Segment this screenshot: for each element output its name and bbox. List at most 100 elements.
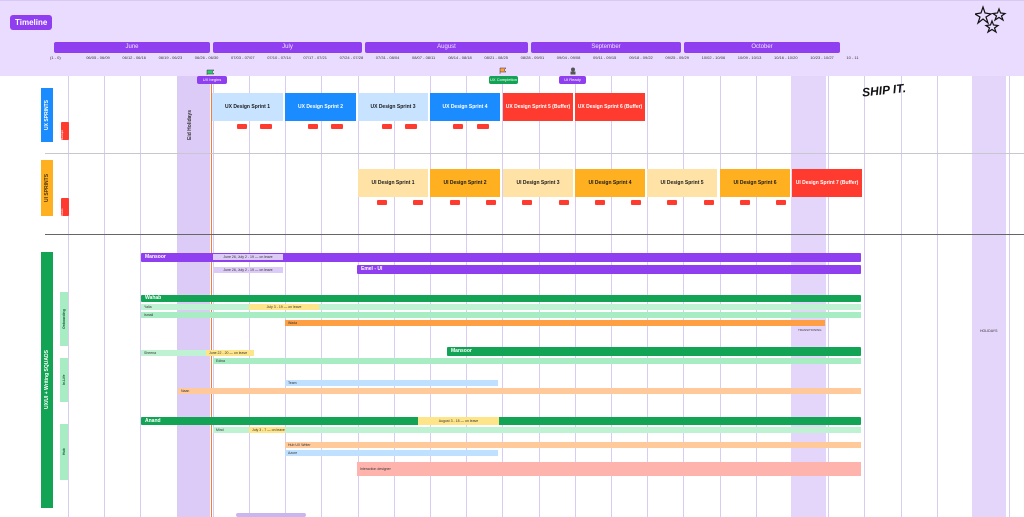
ui-task-tag: [704, 200, 714, 205]
in-life-bar-4[interactable]: Naan: [178, 388, 861, 394]
gridline: [1009, 76, 1011, 517]
flag-icon: [206, 69, 215, 75]
week-label: 09/11 - 09/15: [593, 55, 617, 60]
flag-icon: [499, 67, 507, 74]
milestone-ux-completion[interactable]: UX Completion: [489, 76, 518, 84]
week-label: 08/14 - 08/18: [448, 55, 472, 60]
gridline: [104, 76, 106, 517]
ui-sprint-7[interactable]: UI Design Sprint 7 (Buffer): [792, 169, 862, 197]
week-label: 10/09 - 10/13: [737, 55, 762, 60]
hub-bar-3[interactable]: Azure: [285, 450, 498, 456]
ui-task-tag: [450, 200, 460, 205]
leave-bar: July 3 - 19 — on leave: [249, 304, 319, 310]
ui-task-tag: [559, 200, 569, 205]
ui-task-tag: [522, 200, 532, 205]
ui-sprint-4[interactable]: UI Design Sprint 4: [575, 169, 645, 197]
leave-bar: June 26, July 2 - 19 — on leave: [213, 267, 283, 273]
squad-onboarding-label: Onboarding: [60, 292, 68, 346]
ux-sprint-6[interactable]: UX Design Sprint 6 (Buffer): [575, 93, 645, 121]
week-label: 06/05 - 06/09: [86, 55, 110, 60]
week-label: 09/25 - 09/29: [665, 55, 689, 60]
hub-bar-4[interactable]: Interaction designer: [357, 462, 861, 476]
milestone-ui-ready[interactable]: UI Ready: [559, 76, 586, 84]
onboarding-bar-2[interactable]: Ismail: [141, 312, 861, 318]
week-label: 08/21 - 08/25: [484, 55, 508, 60]
ux-task-tag: [405, 124, 417, 129]
ui-assets-tab: Assets: [61, 198, 69, 216]
week-label: 09/04 - 09/08: [556, 55, 581, 60]
leave-bar: June 26, July 2 - 19 — on leave: [213, 254, 283, 260]
ux-task-tag: [382, 124, 392, 129]
person-icon: [570, 67, 576, 75]
squad-hub-label: Hub: [60, 424, 68, 480]
week-label: 10/16 - 10/20: [774, 55, 798, 60]
person-bar-emel[interactable]: Emel - UI: [357, 265, 861, 274]
ui-task-tag: [740, 200, 750, 205]
week-label: 10/23 - 10/27: [810, 55, 834, 60]
leave-bar: June 22 - 20 — on leave: [206, 350, 254, 356]
ui-task-tag: [776, 200, 786, 205]
gridline: [900, 76, 902, 517]
ux-sprint-4[interactable]: UX Design Sprint 4: [430, 93, 500, 121]
ui-task-tag: [413, 200, 423, 205]
hub-bar-1[interactable]: Mind: [213, 427, 861, 433]
week-label: 07/10 - 07/14: [267, 55, 291, 60]
week-label: 06/12 - 06/16: [122, 55, 146, 60]
gridline: [68, 76, 69, 517]
ui-sprint-3[interactable]: UI Design Sprint 3: [503, 169, 573, 197]
person-bar-anand[interactable]: Anand: [141, 417, 861, 425]
holidays-column: [972, 76, 1006, 517]
leave-bar: August 3 - 18 — on leave: [418, 417, 499, 425]
ui-sprint-5[interactable]: UI Design Sprint 5: [647, 169, 717, 197]
onboarding-bar-1[interactable]: Yalia: [141, 304, 861, 310]
person-bar-mansoor-2[interactable]: Mansoor: [447, 347, 861, 356]
week-label: 06/19 - 06/23: [158, 55, 183, 60]
month-june: June: [54, 42, 210, 53]
week-label: 09/18 - 09/22: [629, 55, 653, 60]
ux-task-tag: [237, 124, 247, 129]
ux-task-tag: [308, 124, 318, 129]
ux-task-tag: [477, 124, 489, 129]
week-label: 07/17 - 07/21: [303, 55, 327, 60]
hub-bar-2[interactable]: Hub UX Writer: [285, 442, 861, 448]
page-title[interactable]: Timeline: [10, 15, 53, 30]
week-label: 10/02 - 10/06: [701, 55, 726, 60]
in-life-bar-3[interactable]: Team: [285, 380, 498, 386]
week-label: 07/24 - 07/28: [339, 55, 364, 60]
ui-sprint-6[interactable]: UI Design Sprint 6: [720, 169, 790, 197]
week-label: 10 - 11: [846, 55, 859, 60]
milestone-ux-begins[interactable]: UX begins: [197, 76, 227, 84]
ux-sprint-5[interactable]: UX Design Sprint 5 (Buffer): [503, 93, 573, 121]
person-bar-wahab[interactable]: Wahab: [141, 295, 861, 302]
ui-sprints-label: UI SPRINTS: [41, 160, 53, 216]
ui-task-tag: [667, 200, 677, 205]
section-divider: [45, 153, 1024, 154]
ux-task-tag: [453, 124, 463, 129]
ui-sprint-2[interactable]: UI Design Sprint 2: [430, 169, 500, 197]
in-life-bar-1[interactable]: Sheena: [141, 350, 213, 356]
week-label: (1 - 0): [50, 55, 61, 60]
ux-sprint-2[interactable]: UX Design Sprint 2: [285, 93, 356, 121]
onboarding-bar-3[interactable]: Wada: [285, 320, 825, 326]
ux-task-tag: [260, 124, 272, 129]
squad-in-life-label: In-Life: [60, 358, 68, 402]
ui-sprint-1[interactable]: UI Design Sprint 1: [358, 169, 428, 197]
week-label: 07/03 - 07/07: [231, 55, 255, 60]
person-bar-mansoor[interactable]: Mansoor: [141, 253, 861, 262]
ux-sprint-3[interactable]: UX Design Sprint 3: [358, 93, 428, 121]
squads-label: UX/UI + Writing SQUADS: [41, 252, 53, 508]
ux-mockups-tab: Mockups: [61, 122, 69, 140]
horizontal-scrollbar[interactable]: [236, 513, 306, 517]
in-life-bar-2[interactable]: Edina: [213, 358, 861, 364]
gridline: [140, 76, 142, 517]
week-label: 07/31 - 08/04: [375, 55, 400, 60]
ship-it-text: SHIP IT.: [861, 81, 907, 100]
ui-task-tag: [595, 200, 605, 205]
timeline-header-band: [0, 0, 1024, 76]
ux-sprint-1[interactable]: UX Design Sprint 1: [212, 93, 283, 121]
stars-icon: [975, 5, 1007, 34]
ux-sprints-label: UX SPRINTS: [41, 88, 53, 142]
section-divider: [45, 234, 1024, 235]
ux-task-tag: [331, 124, 343, 129]
